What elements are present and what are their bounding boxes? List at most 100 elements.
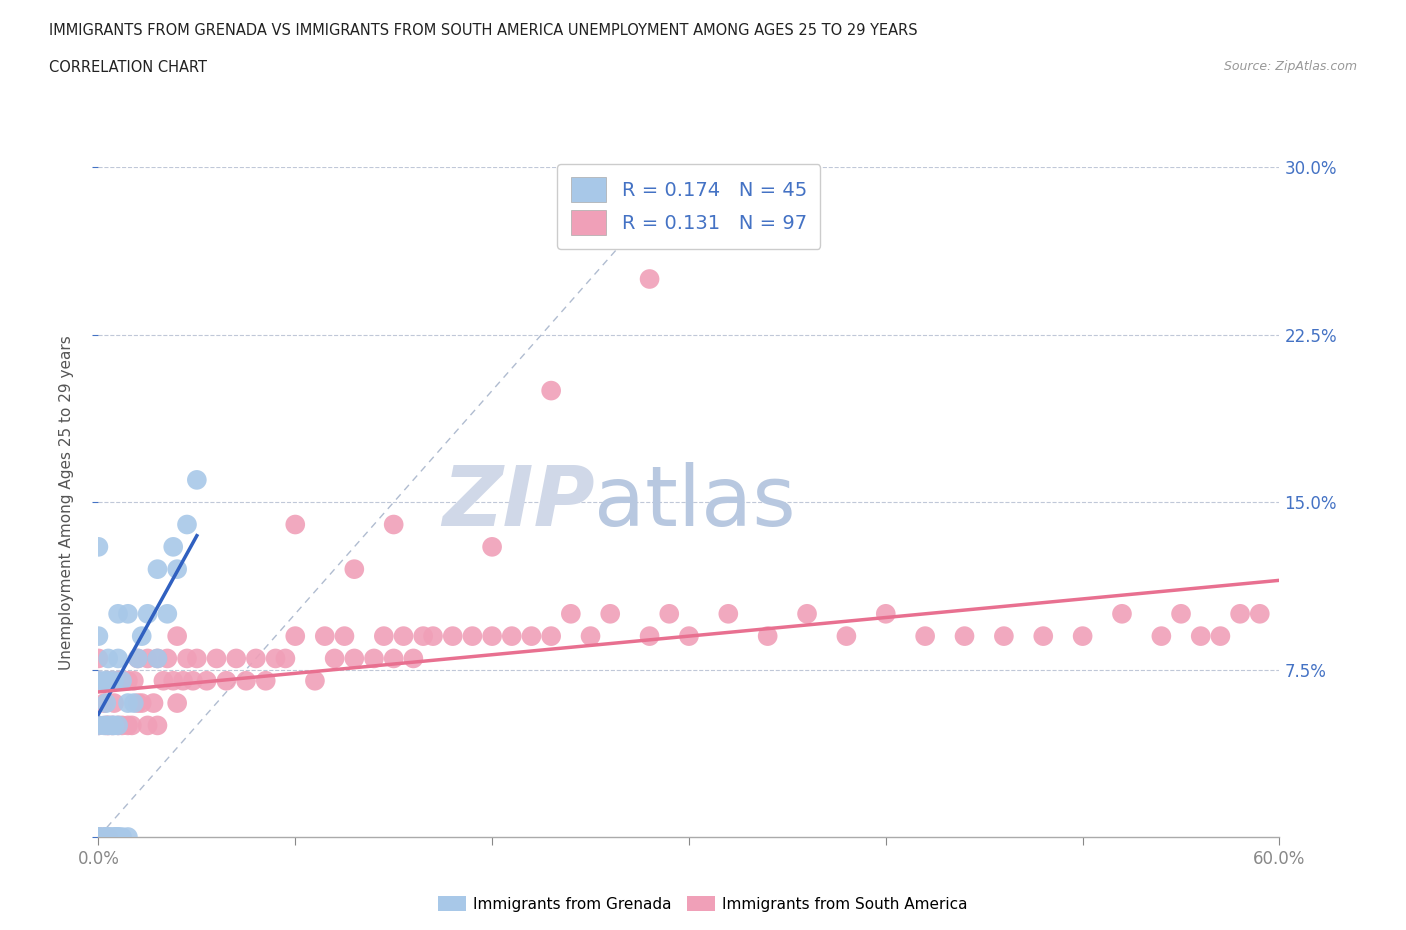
Point — [993, 629, 1015, 644]
Point — [136, 606, 159, 621]
Point — [87, 830, 110, 844]
Point — [136, 718, 159, 733]
Point — [97, 673, 120, 688]
Point — [599, 606, 621, 621]
Text: ZIP: ZIP — [441, 461, 595, 543]
Point — [156, 606, 179, 621]
Point — [117, 673, 139, 688]
Point — [103, 830, 125, 844]
Point — [117, 718, 139, 733]
Point — [97, 830, 120, 844]
Point — [101, 673, 124, 688]
Point — [678, 629, 700, 644]
Point — [402, 651, 425, 666]
Point — [87, 673, 110, 688]
Point — [304, 673, 326, 688]
Legend: Immigrants from Grenada, Immigrants from South America: Immigrants from Grenada, Immigrants from… — [432, 889, 974, 918]
Point — [156, 651, 179, 666]
Point — [501, 629, 523, 644]
Point — [131, 629, 153, 644]
Legend: R = 0.174   N = 45, R = 0.131   N = 97: R = 0.174 N = 45, R = 0.131 N = 97 — [557, 164, 821, 248]
Point — [875, 606, 897, 621]
Text: CORRELATION CHART: CORRELATION CHART — [49, 60, 207, 75]
Point — [97, 651, 120, 666]
Point — [953, 629, 976, 644]
Point — [146, 718, 169, 733]
Point — [314, 629, 336, 644]
Point — [422, 629, 444, 644]
Point — [1071, 629, 1094, 644]
Point — [121, 718, 143, 733]
Point — [166, 696, 188, 711]
Point — [107, 718, 129, 733]
Point — [146, 651, 169, 666]
Point — [103, 673, 125, 688]
Point — [107, 830, 129, 844]
Point — [172, 673, 194, 688]
Point — [1170, 606, 1192, 621]
Point — [254, 673, 277, 688]
Y-axis label: Unemployment Among Ages 25 to 29 years: Unemployment Among Ages 25 to 29 years — [59, 335, 75, 670]
Point — [323, 651, 346, 666]
Point — [235, 673, 257, 688]
Point — [142, 696, 165, 711]
Point — [87, 673, 110, 688]
Point — [1249, 606, 1271, 621]
Point — [136, 651, 159, 666]
Point — [162, 673, 184, 688]
Point — [560, 606, 582, 621]
Point — [756, 629, 779, 644]
Point — [441, 629, 464, 644]
Point — [1229, 606, 1251, 621]
Point — [117, 606, 139, 621]
Point — [343, 562, 366, 577]
Point — [87, 830, 110, 844]
Point — [96, 696, 118, 711]
Point — [127, 651, 149, 666]
Point — [93, 696, 115, 711]
Point — [215, 673, 238, 688]
Point — [103, 696, 125, 711]
Point — [97, 830, 120, 844]
Point — [638, 629, 661, 644]
Point — [111, 673, 134, 688]
Point — [225, 651, 247, 666]
Point — [914, 629, 936, 644]
Point — [152, 673, 174, 688]
Point — [101, 718, 124, 733]
Point — [205, 651, 228, 666]
Point — [87, 830, 110, 844]
Point — [343, 651, 366, 666]
Point — [107, 830, 129, 844]
Point — [103, 718, 125, 733]
Point — [363, 651, 385, 666]
Point — [97, 830, 120, 844]
Point — [166, 629, 188, 644]
Text: Source: ZipAtlas.com: Source: ZipAtlas.com — [1223, 60, 1357, 73]
Point — [107, 651, 129, 666]
Point — [1032, 629, 1054, 644]
Point — [146, 562, 169, 577]
Point — [162, 539, 184, 554]
Point — [1111, 606, 1133, 621]
Point — [579, 629, 602, 644]
Point — [796, 606, 818, 621]
Point — [540, 383, 562, 398]
Point — [245, 651, 267, 666]
Point — [186, 651, 208, 666]
Point — [111, 830, 134, 844]
Point — [146, 651, 169, 666]
Point — [107, 718, 129, 733]
Point — [373, 629, 395, 644]
Point — [579, 227, 602, 242]
Point — [717, 606, 740, 621]
Point — [264, 651, 287, 666]
Point — [195, 673, 218, 688]
Point — [96, 718, 118, 733]
Point — [101, 830, 124, 844]
Point — [284, 517, 307, 532]
Point — [87, 718, 110, 733]
Point — [111, 718, 134, 733]
Point — [284, 629, 307, 644]
Point — [1209, 629, 1232, 644]
